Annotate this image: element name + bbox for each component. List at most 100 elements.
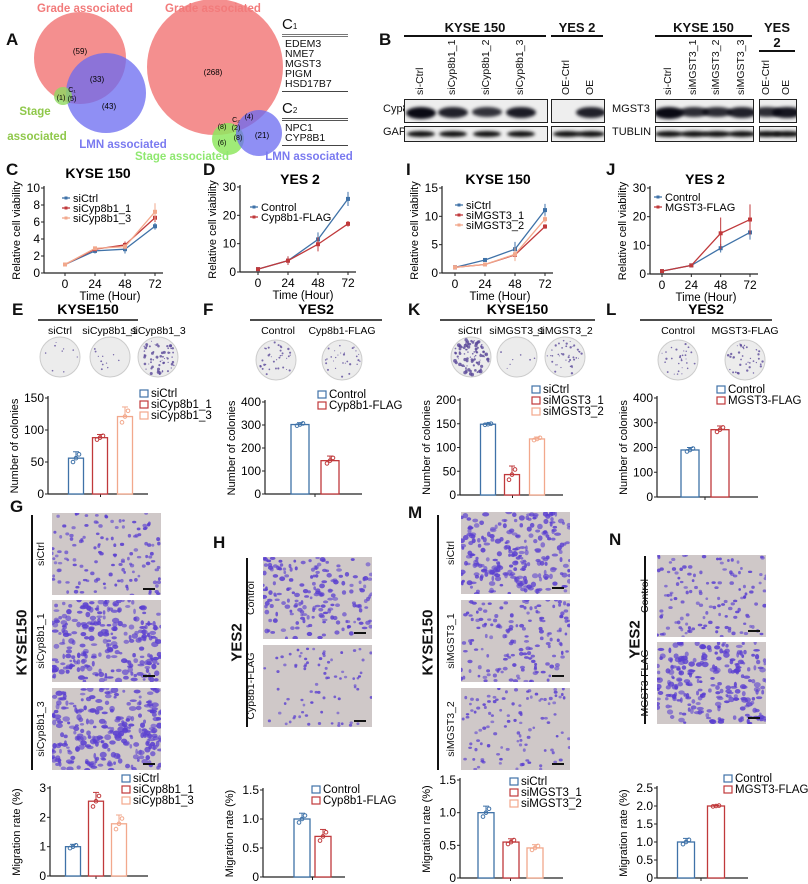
migrated-cell <box>743 675 751 679</box>
colony <box>561 353 565 356</box>
migrated-cell <box>368 572 372 577</box>
gene-name: MGST3 <box>285 58 322 70</box>
legend-label: siCtrl <box>73 193 98 205</box>
migrated-cell <box>136 527 141 531</box>
migrated-cell <box>62 629 69 635</box>
migrated-cell <box>526 513 532 516</box>
migrated-cell <box>156 612 161 616</box>
protein-band <box>577 131 604 137</box>
migrated-cell <box>461 641 467 645</box>
migrated-cell <box>57 757 62 764</box>
replicate-point <box>113 826 119 832</box>
migrated-cell <box>97 611 103 615</box>
scale-bar <box>748 630 760 632</box>
migrated-cell <box>528 533 534 538</box>
background <box>263 557 372 639</box>
migrated-cell <box>145 554 149 559</box>
colony <box>458 352 462 356</box>
legend-label: Control <box>735 773 772 785</box>
migrated-cell <box>110 519 114 524</box>
migrated-cell <box>78 539 83 544</box>
chart-title: KYSE 150 <box>65 165 131 181</box>
legend-marker <box>656 195 660 199</box>
migrated-cell <box>337 721 341 725</box>
colony <box>748 366 751 369</box>
migrated-cell <box>103 676 108 682</box>
colony <box>676 373 679 375</box>
migrated-cell <box>676 699 682 702</box>
migrated-cell <box>503 725 507 728</box>
migrated-cell <box>155 584 159 588</box>
colony <box>112 354 115 356</box>
migrated-cell <box>533 667 538 671</box>
y-tick-label: 0 <box>33 266 40 280</box>
colony <box>478 369 483 374</box>
migrated-cell <box>75 585 80 589</box>
migrated-cell <box>749 590 754 594</box>
migrated-cell <box>563 601 567 606</box>
migrated-cell <box>499 606 504 610</box>
migrated-cell <box>79 643 86 648</box>
data-point <box>483 262 487 267</box>
migrated-cell <box>337 697 341 701</box>
migrated-cell <box>140 732 145 739</box>
migrated-cell <box>477 674 481 678</box>
colony <box>756 349 758 351</box>
migrated-cell <box>715 695 723 699</box>
migrated-cell <box>157 577 161 581</box>
migrated-cell <box>104 515 109 519</box>
migrated-cell <box>475 610 479 614</box>
migrated-cell <box>715 557 720 561</box>
migrated-cell <box>561 688 565 691</box>
migrated-cell <box>84 676 89 680</box>
migrated-cell <box>322 650 326 653</box>
protein-band <box>656 131 683 137</box>
migrated-cell <box>535 670 539 674</box>
migrated-cell <box>146 733 153 739</box>
y-tick-label: 10 <box>27 181 41 195</box>
migrated-cell <box>543 518 549 525</box>
migrated-cell <box>52 742 57 749</box>
migrated-cell <box>52 666 58 673</box>
migrated-cell <box>513 679 519 682</box>
condition-label: Control <box>661 325 695 337</box>
colony <box>163 357 166 360</box>
migrated-cell <box>67 721 71 725</box>
colony <box>683 350 685 352</box>
migrated-cell <box>311 581 316 586</box>
migrated-cell <box>95 756 100 761</box>
condition-label: siCtrl <box>35 542 47 566</box>
migrated-cell <box>490 537 495 542</box>
migrated-cell <box>72 558 77 562</box>
dish <box>321 339 363 381</box>
migrated-cell <box>688 661 695 667</box>
migrated-cell <box>694 585 698 590</box>
migrated-cell <box>733 697 740 701</box>
replicate-point <box>324 461 330 466</box>
migrated-cell <box>369 592 372 597</box>
migrated-cell <box>327 607 334 611</box>
migrated-cell <box>269 603 274 608</box>
migrated-cell <box>294 592 300 598</box>
migrated-cell <box>138 700 142 706</box>
migrated-cell <box>696 706 704 711</box>
migrated-cell <box>92 621 100 626</box>
migrated-cell <box>554 600 558 602</box>
migrated-cell <box>88 627 95 633</box>
migrated-cell <box>77 708 85 713</box>
colony <box>118 359 120 362</box>
migrated-cell <box>150 560 156 563</box>
y-tick-label: 200 <box>436 393 456 407</box>
migrated-cell <box>669 705 673 708</box>
data-point <box>153 224 157 229</box>
migrated-cell <box>555 735 559 738</box>
migrated-cell <box>748 679 752 683</box>
migrated-cell <box>79 722 85 726</box>
migrated-cell <box>144 513 148 515</box>
migrated-cell <box>57 561 63 565</box>
migrated-cell <box>464 560 468 566</box>
colony <box>171 356 173 358</box>
legend-swatch <box>509 777 519 786</box>
migrated-cell <box>149 630 157 635</box>
data-point <box>316 242 320 247</box>
